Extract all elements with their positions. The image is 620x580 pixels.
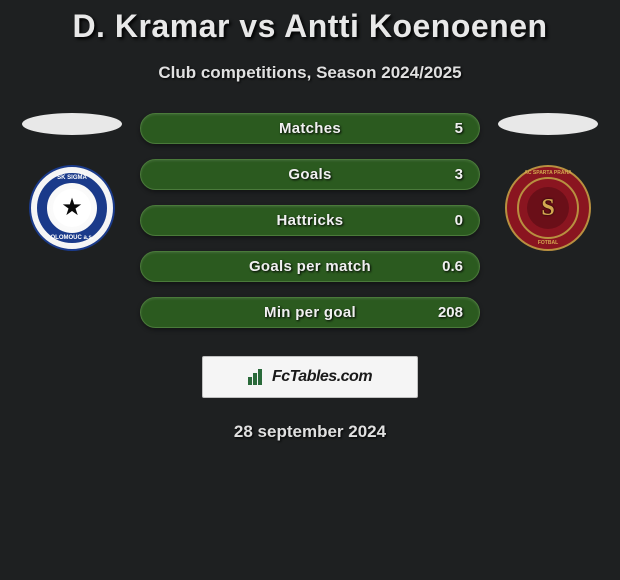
stat-label: Goals per match bbox=[249, 258, 371, 275]
right-club-badge: AC SPARTA PRAHA FOTBAL S bbox=[505, 165, 591, 251]
stat-label: Matches bbox=[279, 120, 341, 137]
stat-value: 3 bbox=[455, 166, 463, 183]
stat-label: Hattricks bbox=[277, 212, 344, 229]
stat-bar-mpg: Min per goal 208 bbox=[140, 297, 480, 328]
page-title: D. Kramar vs Antti Koenoenen bbox=[0, 8, 620, 45]
comparison-card: D. Kramar vs Antti Koenoenen Club compet… bbox=[0, 0, 620, 442]
left-player-column: SK SIGMA OLOMOUC a.s. ★ bbox=[22, 113, 122, 251]
sparta-badge: AC SPARTA PRAHA FOTBAL S bbox=[505, 165, 591, 251]
right-player-column: AC SPARTA PRAHA FOTBAL S bbox=[498, 113, 598, 251]
stat-bar-goals: Goals 3 bbox=[140, 159, 480, 190]
stat-value: 5 bbox=[455, 120, 463, 137]
left-player-avatar bbox=[22, 113, 122, 135]
bar-chart-icon bbox=[248, 369, 268, 385]
stat-bar-gpm: Goals per match 0.6 bbox=[140, 251, 480, 282]
stats-column: Matches 5 Goals 3 Hattricks 0 Goals per … bbox=[140, 113, 480, 328]
star-icon: ★ bbox=[61, 196, 83, 220]
left-club-badge: SK SIGMA OLOMOUC a.s. ★ bbox=[29, 165, 115, 251]
brand-text: FcTables.com bbox=[272, 368, 372, 386]
brand-box[interactable]: FcTables.com bbox=[202, 356, 418, 398]
sparta-letter: S bbox=[541, 195, 554, 222]
stat-value: 208 bbox=[438, 304, 463, 321]
stat-label: Goals bbox=[288, 166, 331, 183]
right-player-avatar bbox=[498, 113, 598, 135]
stat-value: 0.6 bbox=[442, 258, 463, 275]
stat-value: 0 bbox=[455, 212, 463, 229]
stat-bar-hattricks: Hattricks 0 bbox=[140, 205, 480, 236]
stat-label: Min per goal bbox=[264, 304, 356, 321]
main-row: SK SIGMA OLOMOUC a.s. ★ Matches 5 Goals … bbox=[0, 113, 620, 328]
stat-bar-matches: Matches 5 bbox=[140, 113, 480, 144]
sigma-badge: SK SIGMA OLOMOUC a.s. ★ bbox=[29, 165, 115, 251]
subtitle: Club competitions, Season 2024/2025 bbox=[0, 63, 620, 83]
date-text: 28 september 2024 bbox=[0, 422, 620, 442]
